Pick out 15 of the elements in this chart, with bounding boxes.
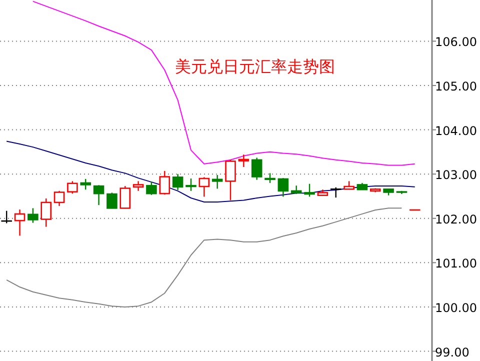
candlestick (238, 154, 250, 168)
candlestick (212, 174, 223, 190)
candlestick (251, 157, 262, 180)
y-tick-label: 99.00 (435, 345, 470, 360)
y-tick-label: 100.00 (435, 300, 477, 315)
candlestick (132, 180, 144, 192)
text: 美元兑日元汇率走势图 (175, 57, 335, 76)
y-tick-label: 104.00 (435, 124, 477, 138)
y-tick-label: 105.00 (435, 79, 477, 94)
candlestick (14, 208, 26, 236)
y-tick-label: 102.00 (435, 212, 477, 226)
y-tick-label: 101.00 (435, 256, 477, 271)
candlestick (172, 173, 184, 191)
y-tick-label: 103.00 (435, 168, 477, 182)
y-tick-label: 106.00 (435, 35, 477, 50)
